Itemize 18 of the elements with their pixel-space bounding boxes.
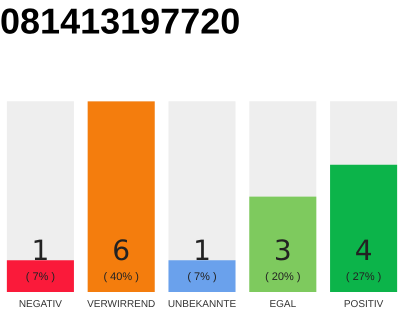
annotation: ( 40% )	[103, 271, 139, 283]
data-label: 1	[31, 234, 50, 267]
annotation: ( 27% )	[346, 271, 382, 283]
x-tick-label: VERWIRREND	[87, 298, 156, 310]
x-tick-label: NEGATIV	[18, 298, 62, 310]
data-label: 1	[193, 234, 211, 267]
x-tick-label: POSITIV	[344, 298, 384, 310]
annotation: ( 20% )	[265, 271, 301, 283]
annotation: ( 7% )	[26, 271, 56, 283]
annotation: ( 7% )	[187, 271, 217, 283]
data-label: 6	[112, 234, 130, 267]
bar	[6, 260, 74, 292]
bar	[168, 260, 236, 292]
data-label: 4	[354, 234, 373, 267]
x-tick-label: UNBEKANNTE	[168, 298, 236, 310]
x-tick-label: EGAL	[269, 298, 297, 310]
data-label: 3	[274, 234, 292, 267]
chart-title: 081413197720	[0, 0, 240, 42]
